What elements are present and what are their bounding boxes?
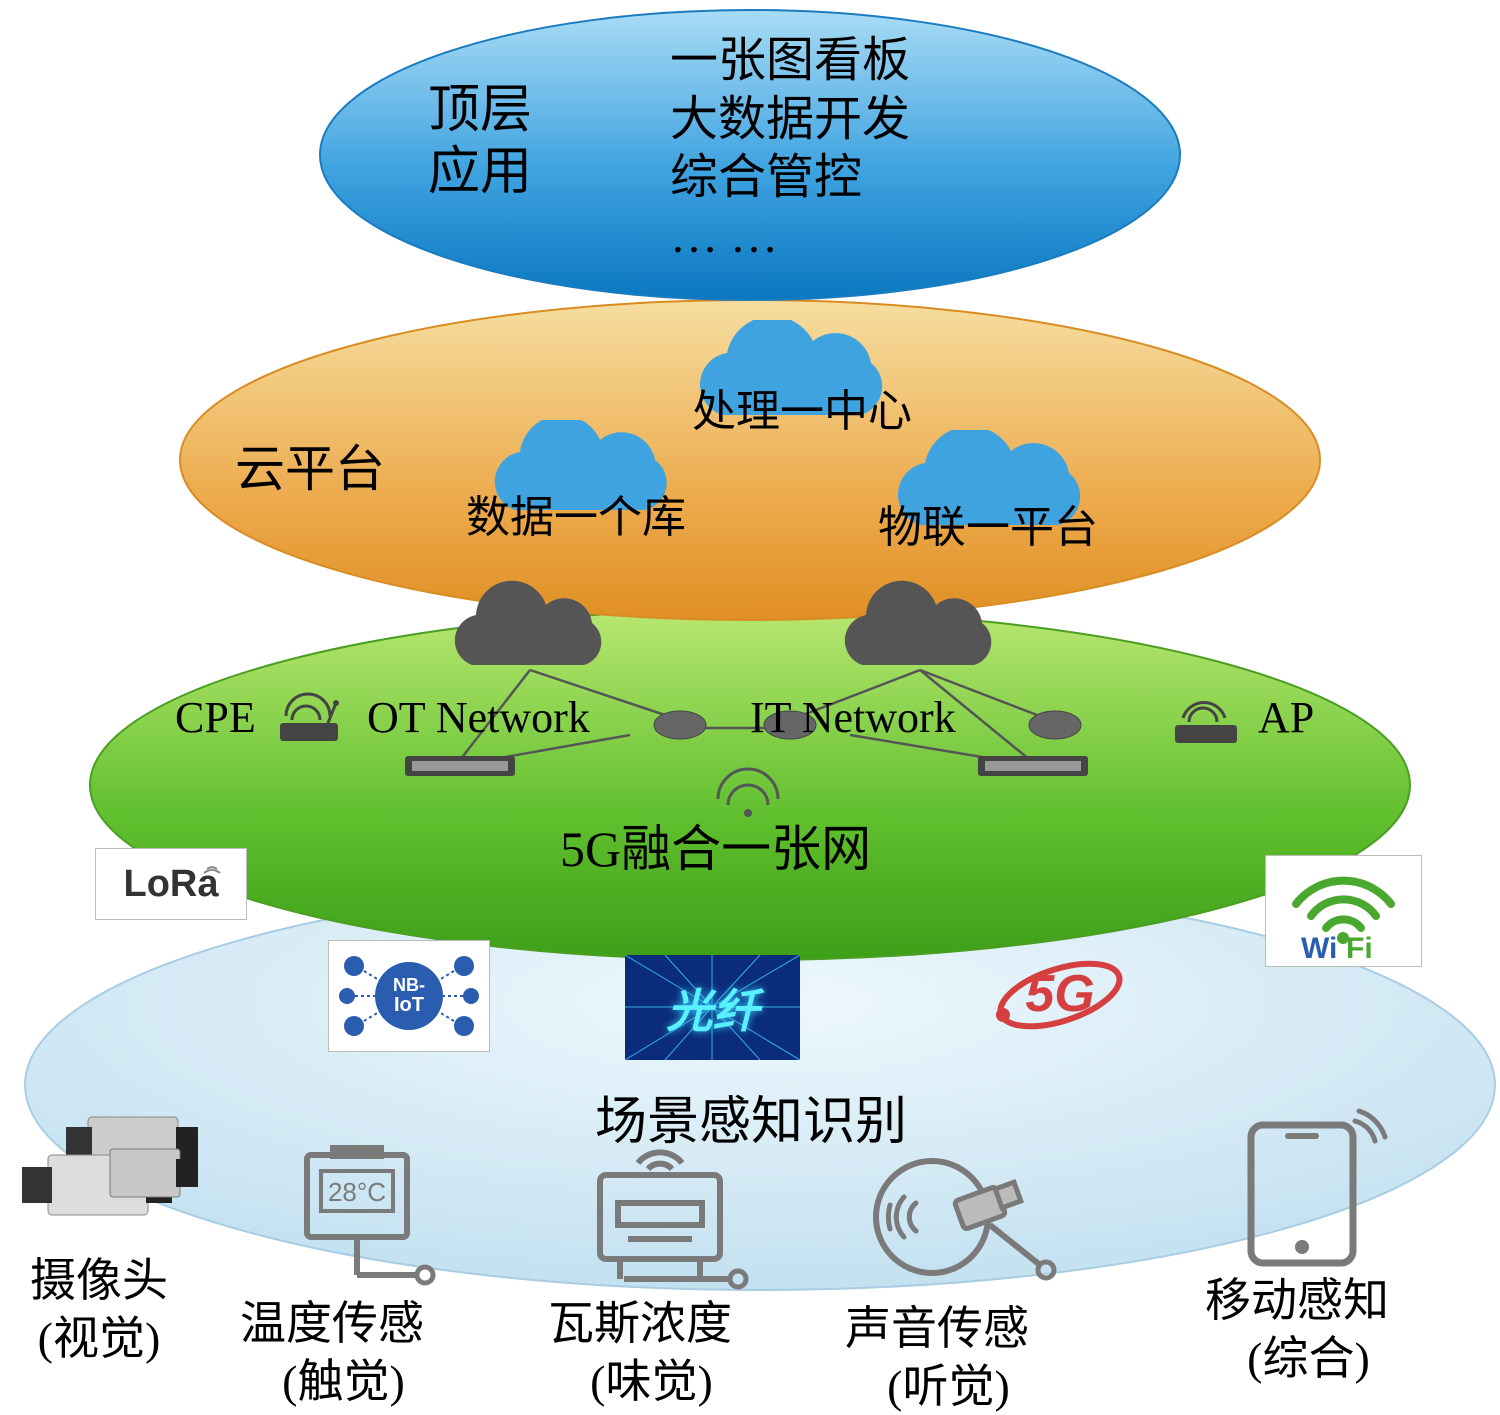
sensor-camera-label: 摄像头(视觉) <box>30 1252 168 1367</box>
label-ap: AP <box>1258 690 1314 745</box>
svg-text:NB-: NB- <box>393 975 425 995</box>
fiber-icon: 光纤 <box>625 955 800 1060</box>
mobile-sensor-icon <box>1225 1105 1390 1280</box>
svg-text:Fi: Fi <box>1346 932 1373 965</box>
svg-text:Wi: Wi <box>1301 932 1337 965</box>
lora-icon: LoRa <box>95 848 247 920</box>
label-it: IT Network <box>750 690 956 745</box>
gas-sensor-icon <box>580 1145 750 1295</box>
svg-text:IoT: IoT <box>394 994 424 1016</box>
fiveg-icon: 5G <box>985 945 1135 1045</box>
sensor-mobile-label: 移动感知 (综合) <box>1205 1272 1389 1387</box>
svg-text:5G: 5G <box>1025 965 1094 1023</box>
wifi-icon: Wi Fi <box>1265 855 1422 967</box>
camera-icon <box>8 1105 208 1245</box>
network-main-label: 5G融合一张网 <box>560 818 871 881</box>
label-cpe: CPE <box>175 690 256 745</box>
nbiot-icon: NB- IoT <box>328 940 490 1052</box>
label-ot: OT Network <box>367 690 590 745</box>
sound-sensor-icon <box>870 1145 1060 1295</box>
sensor-gas-label: 瓦斯浓度 (味觉) <box>548 1295 732 1410</box>
svg-text:28°C: 28°C <box>328 1177 386 1207</box>
sensor-temp-label: 温度传感 (触觉) <box>240 1295 424 1410</box>
sensor-sound-label: 声音传感 (听觉) <box>845 1300 1029 1415</box>
temp-sensor-icon: 28°C <box>285 1145 445 1295</box>
